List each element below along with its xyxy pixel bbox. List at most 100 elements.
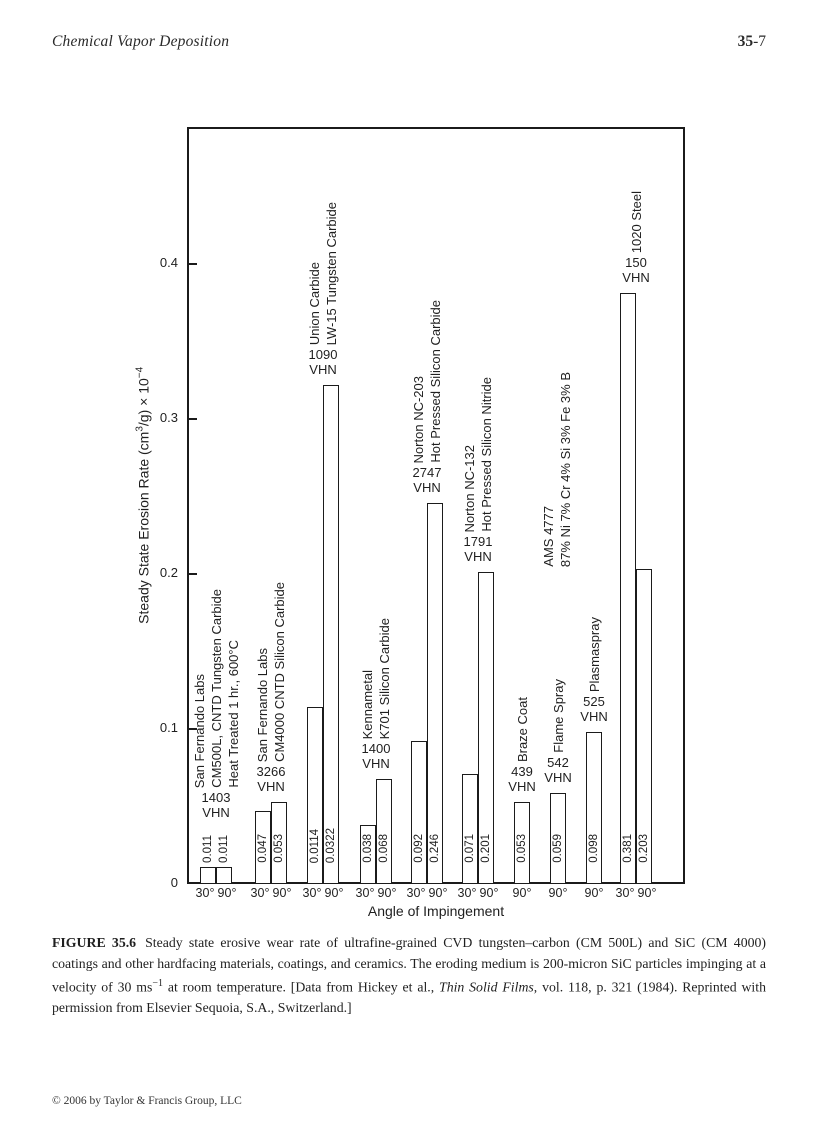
hardness-label: 439 VHN — [508, 764, 536, 794]
group-label-line: Flame Spray — [550, 679, 566, 753]
group-label-line: Kennametal — [360, 669, 375, 739]
group-label-line: CM500L, CNTD Tungsten Carbide — [208, 589, 224, 788]
hardness-label: 1791 VHN — [463, 534, 493, 564]
bar-value-label: 0.047 — [257, 834, 269, 863]
y-tick-0.4 — [189, 263, 197, 265]
bar-value-label: 0.059 — [552, 834, 564, 863]
y-tick-label-0.4: 0.4 — [159, 255, 178, 270]
group-label-line: Hot Pressed Silicon Carbide — [428, 300, 443, 463]
x-angle-label: 90° — [637, 886, 657, 900]
y-axis-title-sup-exponent: 3 — [134, 426, 146, 432]
group-label-line: Hot Pressed Silicon Nitride — [479, 377, 494, 532]
hardness-label: 1403 VHN — [201, 790, 231, 820]
bar-value-label: 0.201 — [480, 834, 492, 863]
x-angle-label: 90° — [479, 886, 499, 900]
bar-group3-90° — [323, 385, 339, 884]
bar-value-label: 0.053 — [516, 834, 528, 863]
bar-group9-90° — [586, 732, 602, 884]
figure-caption-superscript: −1 — [152, 978, 163, 989]
group-label-line: LW-15 Tungsten Carbide — [324, 201, 339, 345]
group-label-line: Norton NC-203 — [411, 375, 426, 463]
x-angle-label: 30° — [302, 886, 322, 900]
bar-group6-30° — [462, 774, 478, 884]
y-tick-0.3 — [189, 418, 197, 420]
x-angle-label: 90° — [272, 886, 292, 900]
y-tick-label-0.2: 0.2 — [159, 565, 178, 580]
bar-group10-30° — [620, 293, 636, 884]
bar-value-label: 0.0322 — [325, 827, 337, 863]
figure-caption-text-2: at room temperature. [Data from Hickey e… — [162, 979, 440, 995]
page-header: Chemical Vapor Deposition 35-7 — [52, 33, 766, 51]
copyright-footer: © 2006 by Taylor & Francis Group, LLC — [52, 1095, 242, 1107]
hardness-label: 150 VHN — [622, 255, 650, 285]
group-label-line: Union Carbide — [307, 261, 322, 345]
group-label-line: K701 Silicon Carbide — [377, 617, 392, 739]
bar-value-label: 0.381 — [622, 834, 634, 863]
x-angle-label: 90° — [377, 886, 397, 900]
bar-group4-30° — [360, 825, 376, 884]
bar-group7-90° — [514, 802, 530, 884]
y-axis-title: Steady State Erosion Rate (cm3/g) × 10−4 — [134, 366, 152, 624]
bar-value-label: 0.053 — [273, 834, 285, 863]
x-angle-label: 30° — [250, 886, 270, 900]
x-angle-label: 90° — [217, 886, 237, 900]
x-angle-label: 90° — [324, 886, 344, 900]
figure-caption-text-1: Steady state erosive wear rate of ultraf… — [52, 935, 766, 995]
hardness-label: 1090 VHN — [308, 347, 338, 377]
x-angle-label: 30° — [355, 886, 375, 900]
group-label-line: San Fernando Labs — [255, 647, 270, 762]
page-number-rest: -7 — [753, 33, 766, 50]
y-tick-label-0.1: 0.1 — [159, 720, 178, 735]
bar-group5-90° — [427, 503, 443, 884]
bar-group6-90° — [478, 572, 494, 884]
hardness-label: 3266 VHN — [256, 764, 286, 794]
y-tick-0.2 — [189, 573, 197, 575]
y-axis-title-sup-power: −4 — [134, 366, 146, 379]
bar-group3-30° — [307, 707, 323, 884]
figure-caption-journal: Thin Solid Films — [439, 979, 534, 995]
bar-value-label: 0.092 — [413, 834, 425, 863]
bar-group2-30° — [255, 811, 271, 884]
page-number-chapter: 35 — [737, 33, 754, 50]
y-tick-label-0.3: 0.3 — [159, 410, 178, 425]
bar-value-label: 0.068 — [378, 834, 390, 863]
annotation-line: AMS 4777 — [541, 506, 556, 567]
chapter-title: Chemical Vapor Deposition — [52, 33, 230, 50]
x-angle-label: 90° — [548, 886, 568, 900]
bar-value-label: 0.098 — [588, 834, 600, 863]
hardness-label: 525 VHN — [580, 694, 608, 724]
bar-group1-90° — [216, 867, 232, 884]
annotation-line: 87% Ni 7% Cr 4% Si 3% Fe 3% B — [558, 371, 573, 567]
figure-caption-text-3: , vol. 118, p. 321 (1984). Reprinted wit… — [52, 979, 766, 1016]
x-angle-label: 90° — [512, 886, 532, 900]
bar-group8-90° — [550, 793, 566, 884]
group-label-line: Plasmaspray — [586, 616, 602, 692]
bar-value-label: 0.203 — [638, 834, 650, 863]
bar-value-label: 0.011 — [218, 835, 230, 863]
bar-group1-30° — [200, 867, 216, 884]
bar-group10-90° — [636, 569, 652, 884]
x-angle-label: 30° — [406, 886, 426, 900]
y-tick-0.1 — [189, 728, 197, 730]
bar-group5-30° — [411, 741, 427, 884]
figure-caption: FIGURE 35.6 Steady state erosive wear rat… — [52, 933, 766, 1019]
page-number: 35-7 — [738, 33, 766, 51]
x-angle-label: 30° — [195, 886, 215, 900]
x-angle-label: 90° — [584, 886, 604, 900]
x-angle-label: 30° — [615, 886, 635, 900]
bar-value-label: 0.011 — [202, 835, 214, 863]
bar-value-label: 0.0114 — [309, 828, 321, 863]
group-label-line: Heat Treated 1 hr., 600°C — [225, 640, 241, 788]
hardness-label: 542 VHN — [544, 755, 572, 785]
hardness-label: 1400 VHN — [361, 741, 391, 771]
x-axis-title: Angle of Impingement — [367, 903, 505, 919]
bar-value-label: 0.038 — [362, 834, 374, 863]
x-angle-label: 90° — [428, 886, 448, 900]
group-label-line: Norton NC-132 — [462, 444, 477, 532]
y-tick-label-0: 0 — [170, 875, 178, 890]
hardness-label: 2747 VHN — [412, 465, 442, 495]
x-angle-label: 30° — [457, 886, 477, 900]
group-label-line: 1020 Steel — [628, 190, 644, 253]
